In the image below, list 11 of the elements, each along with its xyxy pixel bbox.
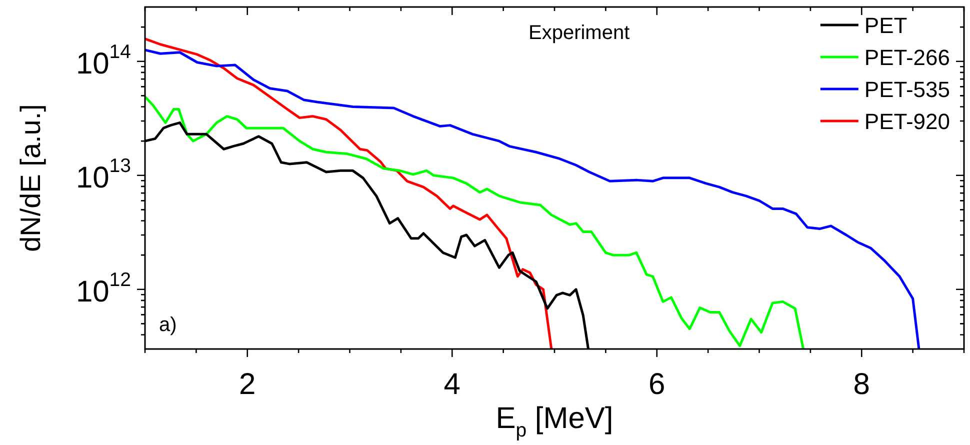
legend-label: PET-266: [864, 45, 950, 70]
y-axis-title: dN/dE [a.u.]: [15, 104, 46, 252]
x-tick-label: 4: [444, 368, 460, 401]
legend-label: PET-535: [864, 77, 950, 102]
x-tick-label: 2: [239, 368, 256, 401]
x-tick-label: 8: [853, 368, 870, 401]
legend-label: PET: [864, 13, 908, 38]
annotation: a): [159, 314, 177, 336]
x-tick-label: 6: [648, 368, 666, 401]
legend-label: PET-920: [864, 109, 950, 134]
annotation: Experiment: [528, 22, 630, 44]
